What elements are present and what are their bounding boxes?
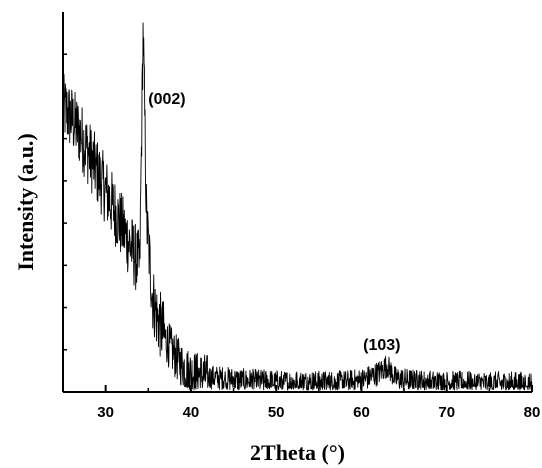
x-tick-label: 80 bbox=[524, 404, 541, 421]
peak-label-103: (103) bbox=[363, 337, 400, 354]
plot-area bbox=[62, 22, 533, 391]
x-tick-label: 60 bbox=[353, 404, 370, 421]
series-line bbox=[62, 22, 533, 391]
x-tick-labels: 30 40 50 60 70 80 bbox=[97, 404, 540, 421]
x-axis-title: 2Theta (°) bbox=[250, 440, 345, 465]
y-axis-ticks bbox=[63, 53, 67, 351]
x-tick-label: 70 bbox=[438, 404, 455, 421]
x-axis-ticks bbox=[62, 385, 533, 392]
x-tick-label: 30 bbox=[97, 404, 114, 421]
axes bbox=[62, 12, 532, 393]
x-tick-label: 50 bbox=[268, 404, 285, 421]
y-axis-title: Intensity (a.u.) bbox=[13, 133, 38, 271]
peak-label-002: (002) bbox=[148, 91, 185, 108]
x-tick-label: 40 bbox=[183, 404, 200, 421]
